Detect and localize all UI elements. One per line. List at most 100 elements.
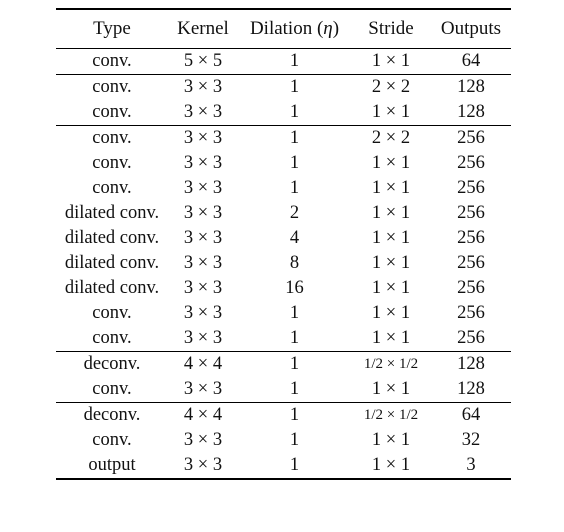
cell-stride: 2 × 2 [351, 74, 431, 100]
cell-kernel: 4 × 4 [168, 351, 238, 377]
cell-dilation: 1 [289, 178, 300, 198]
column-header-kernel: Kernel [168, 8, 238, 49]
cell-outputs: 128 [431, 351, 511, 377]
cell-dilation: 1 [238, 453, 351, 480]
cell-kernel: 3 × 3 [183, 328, 223, 348]
cell-kernel: 3 × 3 [183, 379, 223, 399]
cell-stride: 1 × 1 [371, 328, 411, 348]
cell-type: conv. [56, 74, 168, 100]
column-header-dilation: Dilation (η) [238, 8, 351, 49]
cell-kernel: 5 × 5 [183, 51, 223, 71]
cell-kernel: 3 × 3 [183, 278, 223, 298]
cell-stride: 1/2 × 1/2 [351, 351, 431, 377]
dilation-header-suffix: ) [332, 18, 340, 39]
cell-dilation: 2 [289, 203, 300, 223]
cell-kernel: 3 × 3 [183, 228, 223, 248]
cell-stride: 1 × 1 [371, 153, 411, 173]
table-row: dilated conv. 3 × 3 4 1 × 1 256 [56, 226, 511, 251]
table-row: conv. 3 × 3 1 1 × 1 32 [56, 428, 511, 453]
cell-outputs: 256 [457, 178, 485, 198]
cell-type: dilated conv. [64, 253, 160, 273]
cell-stride: 1/2 × 1/2 [351, 402, 431, 428]
cell-dilation: 1 [289, 51, 300, 71]
cell-stride: 1 × 1 [371, 178, 411, 198]
cell-type: dilated conv. [64, 278, 160, 298]
cell-dilation: 1 [289, 102, 300, 122]
cell-type: dilated conv. [64, 203, 160, 223]
table-row: dilated conv. 3 × 3 2 1 × 1 256 [56, 201, 511, 226]
cell-stride: 1 × 1 [351, 453, 431, 480]
cell-stride: 1 × 1 [371, 228, 411, 248]
cell-dilation: 1 [238, 74, 351, 100]
cell-type: conv. [56, 125, 168, 151]
cell-type: conv. [92, 379, 132, 399]
cell-outputs: 128 [457, 379, 485, 399]
cell-stride: 1 × 1 [371, 51, 411, 71]
cell-stride: 1 × 1 [371, 430, 411, 450]
cell-type: conv. [92, 328, 132, 348]
table-row: conv. 3 × 3 1 1 × 1 256 [56, 301, 511, 326]
table-row: conv. 3 × 3 1 1 × 1 128 [56, 100, 511, 126]
cell-type: conv. [92, 51, 132, 71]
cell-kernel: 3 × 3 [183, 303, 223, 323]
cell-type: deconv. [56, 351, 168, 377]
cell-type: conv. [92, 102, 132, 122]
cell-outputs: 256 [431, 125, 511, 151]
cell-type: deconv. [56, 402, 168, 428]
cell-kernel: 4 × 4 [168, 402, 238, 428]
cell-dilation: 1 [238, 402, 351, 428]
architecture-table: Type Kernel Dilation (η) Stride Outputs … [56, 8, 511, 480]
cell-outputs: 256 [457, 278, 485, 298]
cell-kernel: 3 × 3 [183, 102, 223, 122]
cell-outputs: 256 [457, 328, 485, 348]
table-row: deconv. 4 × 4 1 1/2 × 1/2 64 [56, 402, 511, 428]
cell-outputs: 256 [457, 203, 485, 223]
cell-dilation: 1 [289, 328, 300, 348]
table-row: conv. 3 × 3 1 1 × 1 256 [56, 151, 511, 176]
cell-outputs: 256 [457, 228, 485, 248]
cell-outputs: 3 [431, 453, 511, 480]
table-row: dilated conv. 3 × 3 8 1 × 1 256 [56, 251, 511, 276]
table-row: conv. 3 × 3 1 1 × 1 128 [56, 377, 511, 403]
cell-outputs: 256 [457, 153, 485, 173]
table-row: conv. 5 × 5 1 1 × 1 64 [56, 49, 511, 75]
dilation-header-prefix: Dilation ( [249, 18, 324, 39]
cell-stride: 1 × 1 [371, 278, 411, 298]
cell-kernel: 3 × 3 [183, 178, 223, 198]
cell-type: conv. [92, 153, 132, 173]
cell-stride: 1 × 1 [371, 253, 411, 273]
column-header-stride: Stride [351, 8, 431, 49]
cell-stride: 1 × 1 [371, 379, 411, 399]
cell-type: output [56, 453, 168, 480]
cell-dilation: 1 [238, 125, 351, 151]
cell-stride: 2 × 2 [351, 125, 431, 151]
cell-kernel: 3 × 3 [183, 153, 223, 173]
cell-type: conv. [92, 178, 132, 198]
cell-outputs: 256 [457, 303, 485, 323]
table-row: dilated conv. 3 × 3 16 1 × 1 256 [56, 276, 511, 301]
cell-kernel: 3 × 3 [183, 203, 223, 223]
cell-kernel: 3 × 3 [168, 453, 238, 480]
cell-stride: 1 × 1 [371, 303, 411, 323]
table-row: deconv. 4 × 4 1 1/2 × 1/2 128 [56, 351, 511, 377]
cell-outputs: 64 [431, 402, 511, 428]
cell-outputs: 256 [457, 253, 485, 273]
cell-dilation: 1 [289, 153, 300, 173]
table-row: conv. 3 × 3 1 1 × 1 256 [56, 326, 511, 352]
cell-dilation: 4 [289, 228, 300, 248]
eta-symbol: η [323, 18, 333, 39]
cell-kernel: 3 × 3 [168, 74, 238, 100]
table-header-row: Type Kernel Dilation (η) Stride Outputs [56, 8, 511, 49]
cell-dilation: 1 [238, 351, 351, 377]
cell-type: conv. [92, 430, 132, 450]
cell-kernel: 3 × 3 [168, 125, 238, 151]
cell-stride: 1 × 1 [371, 102, 411, 122]
cell-kernel: 3 × 3 [183, 253, 223, 273]
cell-outputs: 128 [457, 102, 485, 122]
column-header-outputs: Outputs [431, 8, 511, 49]
cell-outputs: 32 [461, 430, 481, 450]
